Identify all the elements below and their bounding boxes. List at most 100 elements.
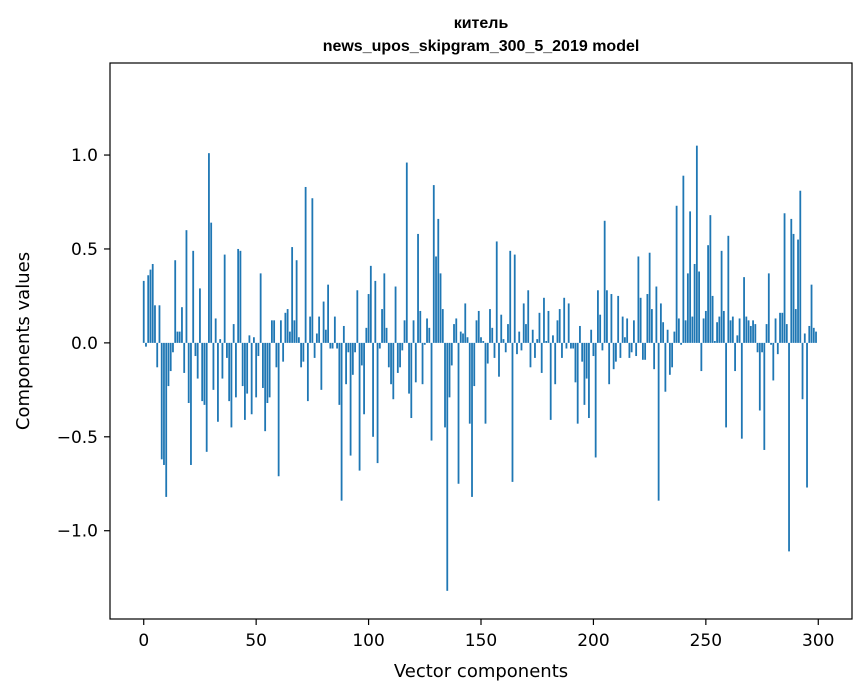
bar: [421, 342, 424, 385]
bar: [423, 342, 426, 345]
bar-series: [142, 145, 817, 591]
bar: [776, 342, 779, 355]
bar: [624, 337, 626, 343]
bar: [331, 342, 334, 349]
bar: [574, 342, 577, 383]
y-tick-label: −0.5: [57, 428, 98, 448]
bar: [412, 320, 415, 343]
bar: [417, 233, 419, 343]
bar: [428, 327, 431, 343]
bar: [491, 327, 494, 343]
bar: [619, 342, 622, 358]
x-tick-label: 0: [138, 631, 149, 651]
bar: [599, 314, 602, 343]
bar: [147, 275, 150, 343]
bar: [450, 342, 453, 366]
bar: [758, 342, 761, 411]
bar: [383, 273, 386, 343]
bar: [700, 342, 703, 372]
bar: [172, 342, 174, 353]
bar: [702, 318, 705, 343]
bar: [812, 327, 815, 343]
bar: [671, 342, 674, 368]
bar: [284, 312, 287, 343]
bar: [606, 290, 608, 343]
bar: [453, 324, 455, 343]
bar: [351, 342, 354, 375]
bar: [509, 250, 512, 343]
bar: [767, 273, 770, 343]
bar: [194, 342, 197, 357]
y-tick-label: −1.0: [57, 522, 98, 542]
bar: [486, 342, 489, 364]
bar: [151, 263, 154, 343]
bar: [349, 342, 352, 456]
bar: [563, 297, 566, 343]
bar: [187, 342, 190, 403]
bar: [338, 342, 341, 405]
bar: [770, 342, 772, 345]
bar: [740, 342, 743, 439]
bar: [192, 250, 195, 343]
bar: [169, 342, 172, 372]
bar: [797, 239, 799, 343]
bar: [518, 331, 521, 343]
bar: [675, 205, 678, 343]
bar: [333, 316, 336, 343]
bar: [657, 342, 660, 501]
bar: [513, 254, 516, 343]
bar: [511, 342, 514, 482]
bar: [174, 260, 177, 343]
bar: [414, 342, 417, 383]
bar: [221, 342, 224, 379]
bar: [554, 342, 557, 385]
bar: [205, 342, 208, 452]
bar: [610, 294, 613, 343]
bar: [693, 263, 696, 343]
bar: [590, 329, 593, 343]
bar: [183, 342, 186, 373]
bar: [639, 297, 642, 343]
bar: [779, 312, 781, 343]
bar: [230, 342, 233, 428]
bar: [419, 310, 422, 343]
bar: [396, 342, 399, 373]
bar: [199, 288, 201, 343]
bar: [749, 325, 752, 343]
bar: [583, 342, 586, 405]
bar: [664, 342, 667, 392]
bar: [534, 342, 536, 358]
bar: [466, 337, 469, 343]
bar: [588, 342, 590, 419]
bar: [268, 342, 271, 398]
bar: [444, 342, 446, 428]
bar: [527, 290, 530, 343]
bar: [246, 342, 249, 394]
bar: [684, 320, 687, 343]
bar: [745, 316, 748, 343]
bar: [145, 342, 147, 347]
bar: [549, 342, 552, 420]
bar: [682, 175, 685, 343]
bar: [435, 256, 437, 343]
bar: [725, 342, 727, 428]
bar: [223, 254, 226, 343]
x-tick-label: 100: [352, 631, 384, 651]
bar: [363, 342, 365, 415]
bar: [489, 309, 491, 343]
bar: [592, 342, 595, 357]
bar: [498, 342, 500, 377]
bar: [650, 309, 653, 343]
bar: [698, 271, 700, 343]
bar: [729, 320, 732, 343]
bar: [565, 342, 568, 349]
bar: [722, 310, 725, 343]
bar: [754, 324, 757, 343]
bar: [603, 220, 606, 343]
bar: [315, 333, 318, 343]
bar: [228, 342, 231, 402]
bar: [302, 342, 305, 362]
bar: [601, 342, 604, 351]
bar: [212, 342, 215, 390]
